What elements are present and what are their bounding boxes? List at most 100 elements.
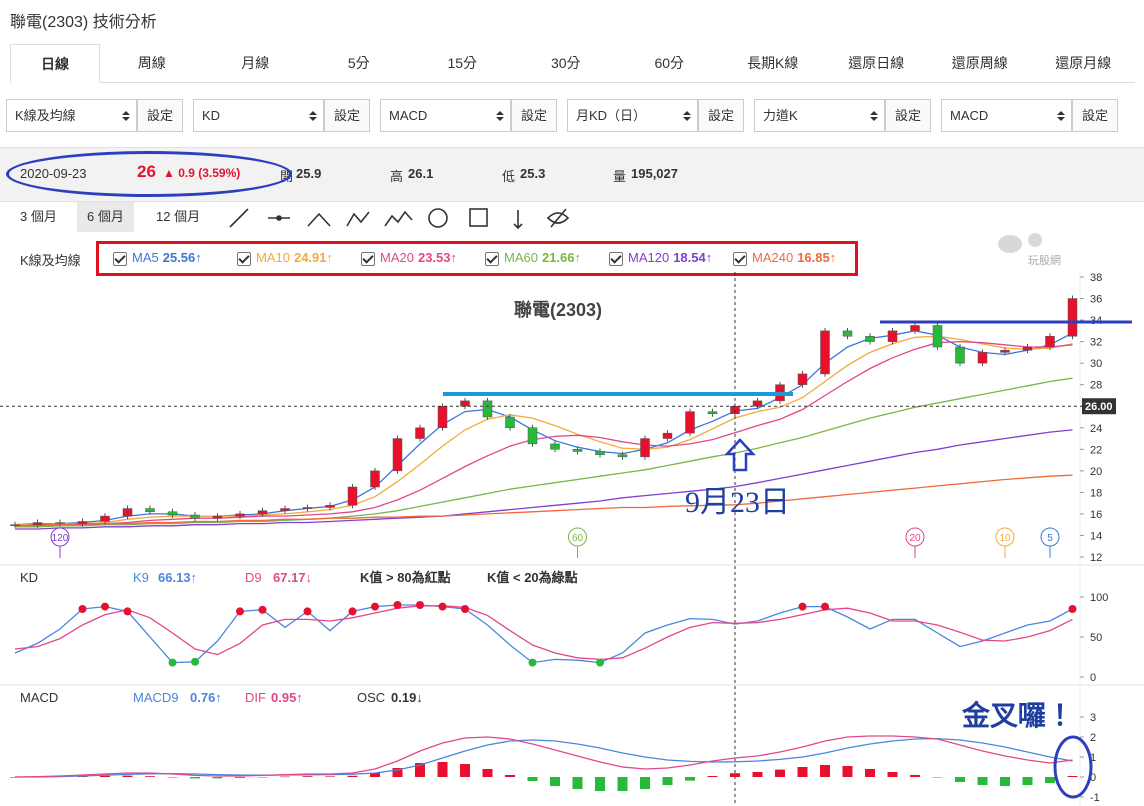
high-value: 26.1 [408,166,434,181]
y-tick-label: 34 [1090,315,1102,327]
osc-bar [955,777,965,782]
settings-button[interactable]: 設定 [511,99,557,132]
range-button[interactable]: 3 個月 [20,209,57,224]
series-line [15,377,1073,528]
checkbox[interactable] [113,252,127,266]
kd-dot [168,658,177,667]
settings-button[interactable]: 設定 [324,99,370,132]
osc-bar [347,775,358,777]
legend-name: OSC [357,690,385,705]
candle [955,346,965,364]
legend-note: K值 > 80為紅點 [360,570,451,585]
ma-marker-label: 20 [909,533,921,544]
tab[interactable]: 60分 [654,55,685,71]
osc-bar [752,772,763,777]
ma-name: MA60 [504,250,538,265]
ma-name: MA20 [380,250,414,265]
tab[interactable]: 30分 [550,55,581,71]
volume-value: 195,027 [631,166,678,181]
select-box[interactable]: KD [193,99,324,132]
kd-dot [191,657,199,666]
select-box[interactable]: 力道K [754,99,885,132]
osc-bar [572,777,583,789]
select-box[interactable]: MACD [941,99,1072,132]
tab[interactable]: 還原周線 [951,55,1008,71]
y-tick-label: 28 [1090,380,1102,392]
tool-hide[interactable] [546,208,570,228]
tool-angle[interactable] [307,212,331,227]
ma-marker [1040,527,1060,547]
tab[interactable]: 還原月線 [1055,55,1112,71]
tab[interactable]: 長期K線 [747,55,799,71]
tab[interactable]: 周線 [137,55,166,71]
y-tick-label: 38 [1090,272,1102,284]
settings-button[interactable]: 設定 [1072,99,1118,132]
tool-abcd[interactable] [384,210,413,227]
tool-abc[interactable] [346,211,370,227]
tab[interactable]: 15分 [447,55,478,71]
checkbox[interactable] [361,252,375,266]
kd-dot [461,605,469,613]
series-line [14,605,1073,661]
checkbox[interactable] [485,252,499,266]
watermark-logo [998,233,1042,253]
osc-bar [190,777,200,779]
candle [167,511,178,516]
tab[interactable]: 5分 [347,55,370,71]
tool-rect[interactable] [469,208,488,227]
select-box[interactable]: K線及均線 [6,99,137,132]
osc-bar [437,762,448,777]
checkbox[interactable] [609,252,623,266]
legend-name: D9 [245,570,262,585]
osc-bar [325,776,335,777]
osc-bar [617,777,628,791]
logo-shape [1028,233,1042,247]
candle [1045,335,1055,348]
candle [910,325,920,332]
ma-marker-label: 5 [1047,533,1053,544]
osc-bar [145,776,155,777]
select-box[interactable]: MACD [380,99,511,132]
legend-name: DIF [245,690,266,705]
y-tick-label: 1 [1090,752,1096,764]
kd-dot [821,602,829,611]
tool-line[interactable] [229,208,249,228]
candle [527,427,538,445]
select-box[interactable]: 月KD（日） [567,99,698,132]
select-arrow [309,111,317,121]
checkbox[interactable] [237,252,251,266]
ma-marker-label: 120 [52,533,69,544]
tab-bar: 日線 周線 月線 5分 15分 30分 60分 長期K線 還原日線 還原周線 還原月線 [10,44,1135,83]
osc-bar [1000,777,1010,786]
candle [505,416,515,429]
checkbox[interactable] [733,252,747,266]
kd-dot [528,658,537,667]
y-tick-label: 50 [1090,632,1102,644]
settings-button[interactable]: 設定 [137,99,183,132]
candle [820,330,830,375]
osc-bar [797,767,808,777]
settings-button[interactable]: 設定 [885,99,931,132]
series-line [15,335,1073,526]
ma-name: MA240 [752,250,794,265]
tab[interactable]: 月線 [241,55,270,71]
page-title: 聯電(2303) 技術分析 [10,14,157,31]
legend-value: 66.13↑ [158,570,197,585]
kd-dot [258,605,267,614]
ma-value: 25.56↑ [162,250,202,265]
y-tick-label: 36 [1090,294,1102,306]
ma-value: 23.53↑ [417,250,458,265]
series-line [14,474,1073,527]
legend-value: 67.17↓ [273,570,312,585]
tab[interactable]: 還原日線 [848,55,905,71]
candle [347,486,358,506]
arrow-shape [683,111,691,121]
range-button[interactable]: 12 個月 [156,209,201,224]
y-tick-label: 20 [1090,466,1102,478]
settings-button[interactable]: 設定 [698,99,744,132]
range-button[interactable]: 6 個月 [77,202,134,232]
kd-dot [1068,605,1077,613]
high-label: 高 [390,169,404,184]
tab[interactable]: 日線 [10,44,100,83]
tool-circle[interactable] [428,208,448,228]
